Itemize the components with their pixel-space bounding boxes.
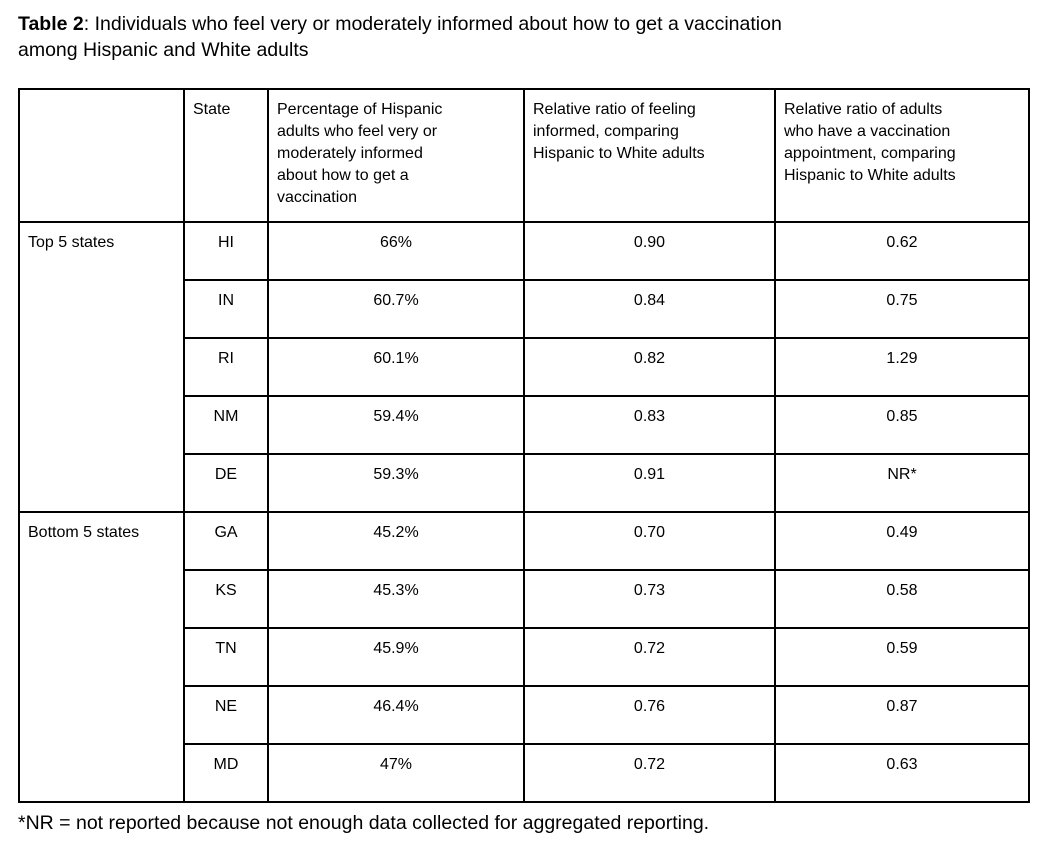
cell-state: TN [183, 627, 269, 687]
cell-percentage-informed: 59.3% [267, 453, 525, 513]
cell-ratio-appointment: NR* [774, 453, 1030, 513]
cell-ratio-appointment: 0.58 [774, 569, 1030, 629]
cell-ratio-informed: 0.83 [523, 395, 776, 455]
table-header: State Percentage of Hispanic adults who … [18, 88, 1030, 223]
cell-percentage-informed: 45.2% [267, 511, 525, 571]
cell-ratio-appointment: 0.59 [774, 627, 1030, 687]
cell-percentage-informed: 46.4% [267, 685, 525, 745]
table-row: NM 59.4% 0.83 0.85 [19, 395, 1030, 455]
footnote: *NR = not reported because not enough da… [18, 812, 710, 834]
cell-ratio-informed: 0.84 [523, 279, 776, 339]
table-row: DE 59.3% 0.91 NR* [19, 453, 1030, 513]
cell-percentage-informed: 45.3% [267, 569, 525, 629]
cell-ratio-informed: 0.70 [523, 511, 776, 571]
cell-state: IN [183, 279, 269, 339]
cell-ratio-appointment: 1.29 [774, 337, 1030, 397]
cell-ratio-informed: 0.82 [523, 337, 776, 397]
cell-ratio-appointment: 0.63 [774, 743, 1030, 803]
cell-ratio-appointment: 0.87 [774, 685, 1030, 745]
cell-percentage-informed: 60.1% [267, 337, 525, 397]
cell-ratio-appointment: 0.62 [774, 221, 1030, 281]
table-row: TN 45.9% 0.72 0.59 [19, 627, 1030, 687]
column-header-ratio-appointment: Relative ratio of adults who have a vacc… [774, 88, 1030, 223]
cell-state: DE [183, 453, 269, 513]
cell-ratio-appointment: 0.75 [774, 279, 1030, 339]
table-row: KS 45.3% 0.73 0.58 [19, 569, 1030, 629]
header-row: State Percentage of Hispanic adults who … [18, 88, 1030, 223]
cell-ratio-informed: 0.73 [523, 569, 776, 629]
cell-ratio-informed: 0.72 [523, 627, 776, 687]
group-label: Bottom 5 states [18, 511, 185, 803]
column-header-group [18, 88, 185, 223]
cell-state: NM [183, 395, 269, 455]
cell-state: RI [183, 337, 269, 397]
cell-percentage-informed: 45.9% [267, 627, 525, 687]
cell-state: KS [183, 569, 269, 629]
table-title: Table 2: Individuals who feel very or mo… [18, 11, 1045, 63]
table-row: Bottom 5 states GA 45.2% 0.70 0.49 [18, 511, 1030, 803]
cell-ratio-informed: 0.76 [523, 685, 776, 745]
table-body: Top 5 states HI 66% 0.90 0.62 IN 60.7% 0.84 0.75… [18, 221, 1030, 803]
table-row: MD 47% 0.72 0.63 [19, 743, 1030, 803]
cell-state: HI [183, 221, 269, 281]
cell-state: GA [183, 511, 269, 571]
column-header-state: State [183, 88, 269, 223]
cell-ratio-appointment: 0.49 [774, 511, 1030, 571]
cell-state: MD [183, 743, 269, 803]
table-row: RI 60.1% 0.82 1.29 [19, 337, 1030, 397]
cell-percentage-informed: 66% [267, 221, 525, 281]
group-label: Top 5 states [18, 221, 185, 513]
cell-percentage-informed: 59.4% [267, 395, 525, 455]
cell-percentage-informed: 60.7% [267, 279, 525, 339]
table-title-label: Table 2 [18, 13, 84, 35]
table-row: NE 46.4% 0.76 0.87 [19, 685, 1030, 745]
data-table: State Percentage of Hispanic adults who … [18, 88, 1030, 803]
column-header-percentage-informed: Percentage of Hispanic adults who feel v… [267, 88, 525, 223]
cell-state: NE [183, 685, 269, 745]
table-row: IN 60.7% 0.84 0.75 [19, 279, 1030, 339]
cell-ratio-informed: 0.90 [523, 221, 776, 281]
cell-percentage-informed: 47% [267, 743, 525, 803]
column-header-ratio-informed: Relative ratio of feeling informed, comp… [523, 88, 776, 223]
cell-ratio-appointment: 0.85 [774, 395, 1030, 455]
table-title-text: : Individuals who feel very or moderatel… [18, 13, 782, 61]
cell-ratio-informed: 0.72 [523, 743, 776, 803]
cell-ratio-informed: 0.91 [523, 453, 776, 513]
table-row: Top 5 states HI 66% 0.90 0.62 [18, 221, 1030, 513]
